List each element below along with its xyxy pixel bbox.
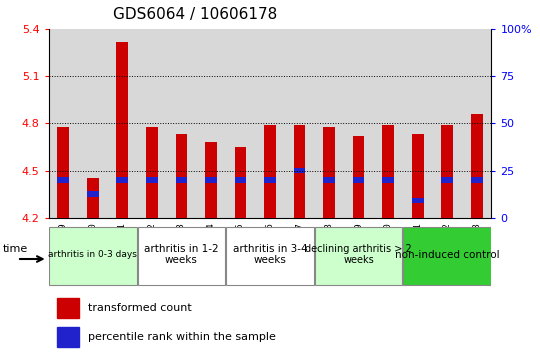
- Bar: [344, 29, 373, 218]
- Bar: [57, 327, 79, 347]
- Bar: [471, 114, 483, 218]
- Bar: [441, 177, 453, 183]
- Bar: [403, 29, 433, 218]
- Text: percentile rank within the sample: percentile rank within the sample: [87, 332, 275, 342]
- Bar: [323, 127, 335, 218]
- Text: arthritis in 1-2
weeks: arthritis in 1-2 weeks: [144, 244, 219, 265]
- Bar: [264, 125, 276, 218]
- Bar: [176, 177, 187, 183]
- Bar: [441, 125, 453, 218]
- Bar: [196, 29, 226, 218]
- Bar: [382, 177, 394, 183]
- Bar: [314, 29, 344, 218]
- Bar: [294, 168, 306, 174]
- Bar: [146, 127, 158, 218]
- Bar: [234, 177, 246, 183]
- Bar: [411, 198, 423, 203]
- Bar: [78, 29, 107, 218]
- Bar: [205, 177, 217, 183]
- Bar: [264, 177, 276, 183]
- Bar: [87, 191, 99, 197]
- Text: arthritis in 3-4
weeks: arthritis in 3-4 weeks: [233, 244, 307, 265]
- Bar: [462, 29, 491, 218]
- Text: arthritis in 0-3 days: arthritis in 0-3 days: [49, 250, 137, 259]
- Bar: [205, 142, 217, 218]
- Bar: [138, 227, 225, 285]
- Bar: [226, 227, 314, 285]
- Bar: [226, 29, 255, 218]
- Bar: [176, 134, 187, 218]
- Text: GDS6064 / 10606178: GDS6064 / 10606178: [113, 7, 278, 22]
- Bar: [373, 29, 403, 218]
- Bar: [49, 227, 137, 285]
- Bar: [433, 29, 462, 218]
- Bar: [323, 177, 335, 183]
- Bar: [107, 29, 137, 218]
- Bar: [57, 298, 79, 318]
- Bar: [471, 177, 483, 183]
- Bar: [57, 127, 69, 218]
- Bar: [382, 125, 394, 218]
- Bar: [87, 179, 99, 218]
- Bar: [403, 227, 491, 285]
- Bar: [353, 177, 364, 183]
- Text: transformed count: transformed count: [87, 303, 191, 313]
- Bar: [315, 227, 402, 285]
- Bar: [57, 177, 69, 183]
- Text: non-induced control: non-induced control: [395, 250, 500, 260]
- Text: declining arthritis > 2
weeks: declining arthritis > 2 weeks: [305, 244, 412, 265]
- Bar: [167, 29, 196, 218]
- Bar: [411, 134, 423, 218]
- Text: time: time: [3, 244, 28, 254]
- Bar: [353, 136, 364, 218]
- Bar: [234, 147, 246, 218]
- Bar: [117, 177, 129, 183]
- Bar: [49, 29, 78, 218]
- Bar: [255, 29, 285, 218]
- Bar: [285, 29, 314, 218]
- Bar: [294, 125, 306, 218]
- Bar: [137, 29, 167, 218]
- Bar: [117, 42, 129, 218]
- Bar: [146, 177, 158, 183]
